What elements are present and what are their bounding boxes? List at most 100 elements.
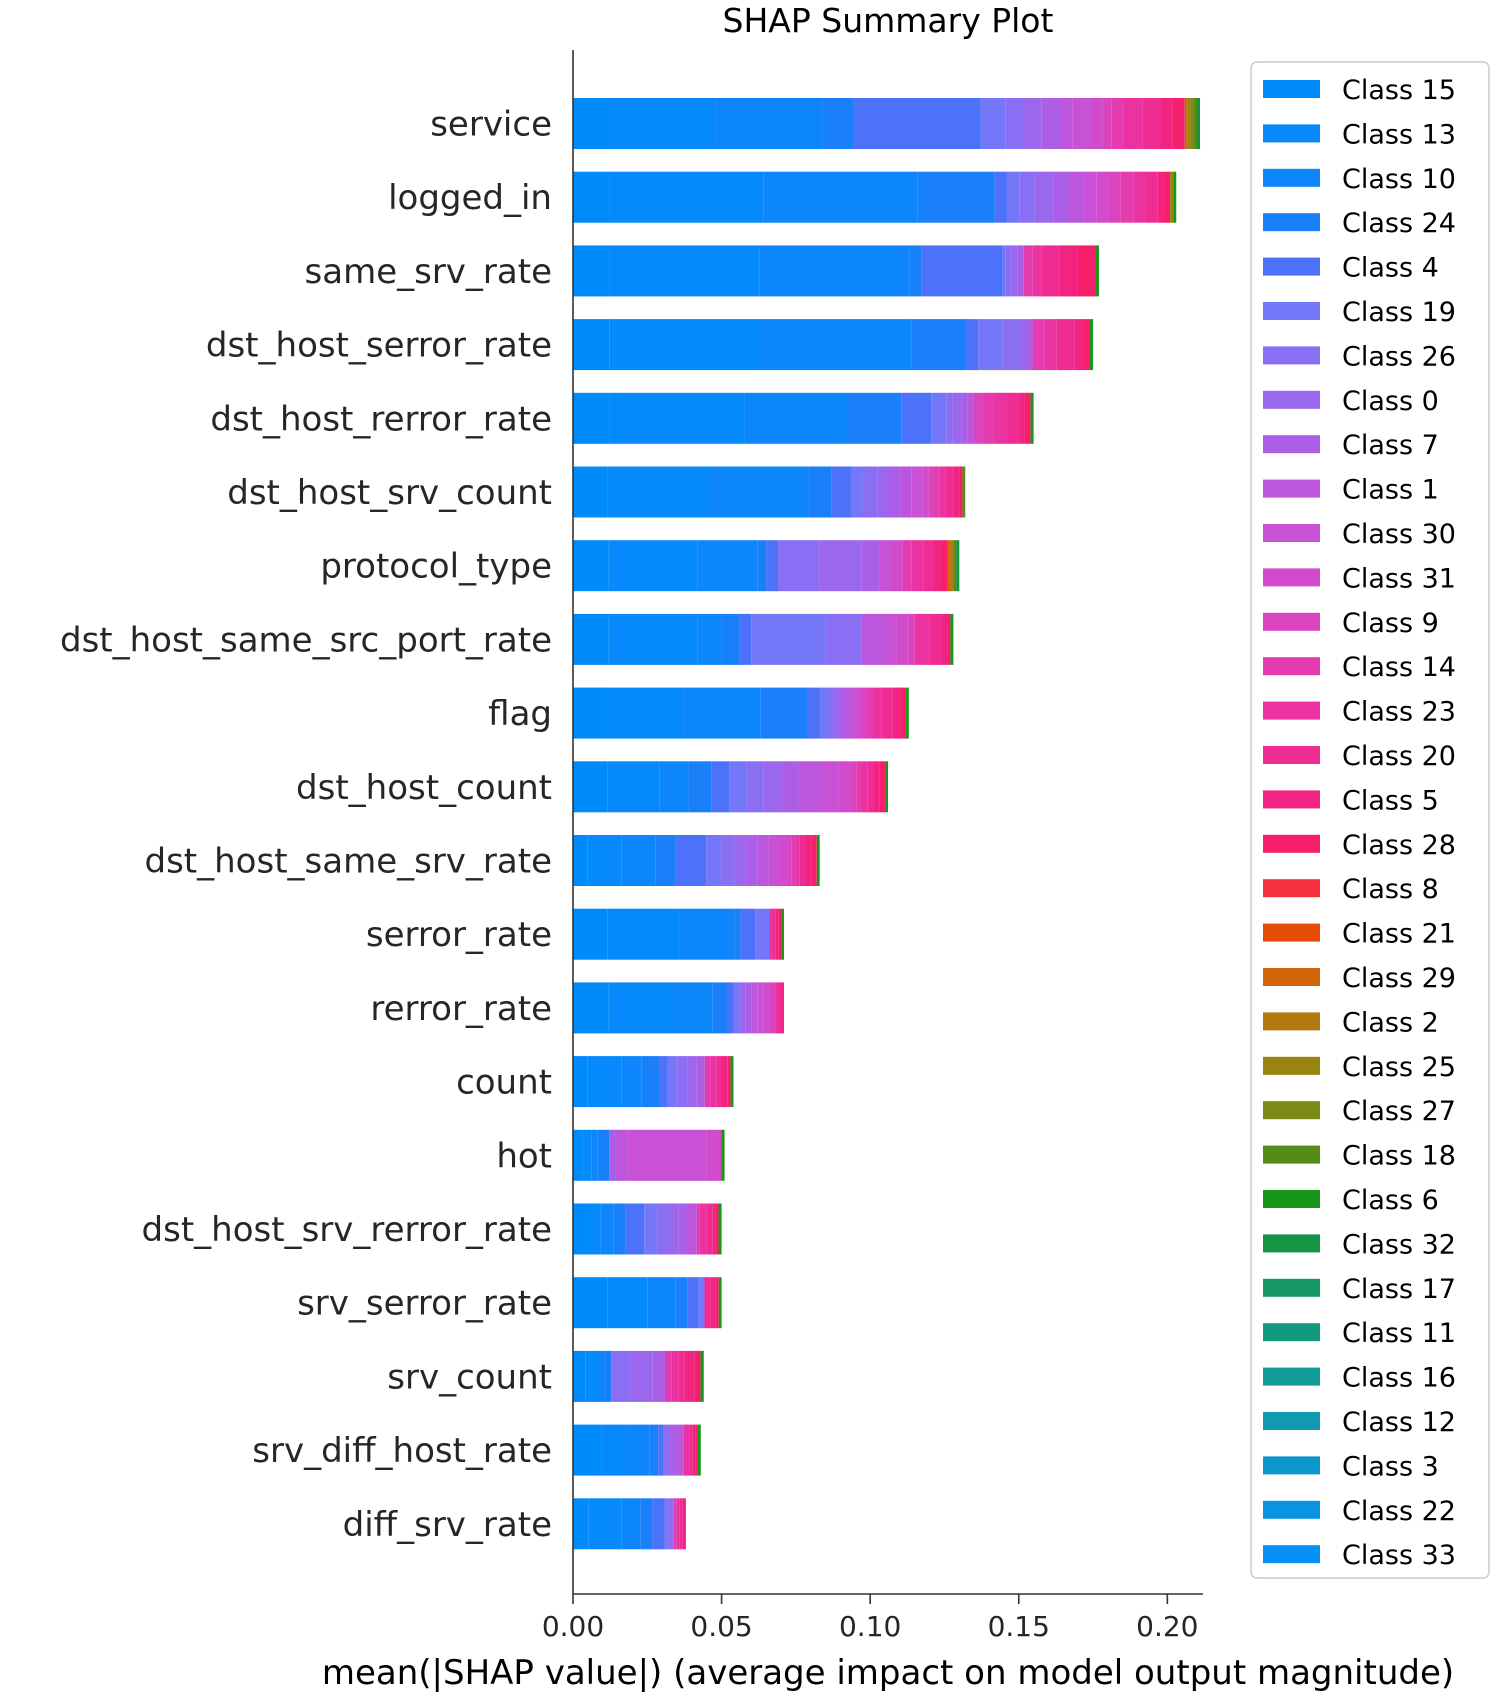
bar-row-dst_host_same_src_port_rate <box>573 613 954 665</box>
bar-segment <box>573 1424 602 1476</box>
bar-segment <box>769 982 776 1034</box>
bar-segment <box>1102 98 1112 149</box>
bar-segment <box>879 761 886 813</box>
bar-segment <box>585 1350 599 1402</box>
legend-swatch <box>1263 1101 1320 1120</box>
feature-label: flag <box>488 694 552 734</box>
bar-segment <box>982 392 995 444</box>
bar-segment <box>573 1350 586 1402</box>
legend-entry: Class 20 <box>1342 741 1456 772</box>
bar-segment <box>573 1203 589 1255</box>
bar-segment <box>667 1056 677 1108</box>
bar-segment <box>929 613 942 665</box>
bar-segment <box>607 908 680 960</box>
bar-segment <box>652 1350 666 1402</box>
bar-segment <box>953 466 960 518</box>
bar-segment <box>947 540 951 592</box>
bar-segment <box>1074 319 1084 371</box>
bar-segment <box>811 835 817 886</box>
bar-row-rerror_rate <box>573 982 784 1034</box>
bar-segment <box>1044 319 1057 371</box>
bar-row-logged_in <box>573 171 1177 223</box>
bar-segment <box>806 687 821 739</box>
bar-segment <box>609 171 764 223</box>
bar-segment <box>911 319 967 371</box>
bar-segment <box>739 613 752 665</box>
bar-segment <box>609 392 745 444</box>
legend-box <box>1250 61 1490 1579</box>
bar-segment <box>931 392 947 444</box>
bar-segment <box>1123 98 1143 149</box>
bar-segment <box>839 687 846 739</box>
bar-segment <box>757 982 764 1034</box>
bar-segment <box>573 613 609 665</box>
bar-segment <box>615 1129 628 1181</box>
legend-swatch <box>1263 1323 1320 1342</box>
bar-segment <box>730 1056 734 1108</box>
legend-swatch <box>1263 390 1320 409</box>
bar-segment <box>715 1203 719 1255</box>
bar-row-dst_host_srv_rerror_rate <box>573 1203 722 1255</box>
bar-segment <box>625 1203 645 1255</box>
bar-row-hot <box>573 1129 725 1181</box>
bar-segment <box>1059 245 1078 297</box>
legend-swatch <box>1263 657 1320 676</box>
bar-segment <box>716 1056 723 1108</box>
bar-segment <box>729 761 747 813</box>
legend-entry: Class 29 <box>1342 963 1456 994</box>
bar-segment <box>718 1203 722 1255</box>
bar-segment <box>899 466 912 518</box>
bar-segment <box>956 540 960 592</box>
bar-segment <box>591 1129 598 1181</box>
bar-segment <box>1002 319 1021 371</box>
bar-segment <box>1030 392 1034 444</box>
bar-segment <box>1111 98 1124 149</box>
legend-swatch <box>1263 612 1320 631</box>
bar-segment <box>831 466 852 518</box>
bar-segment <box>779 835 789 886</box>
bar-segment <box>1041 245 1060 297</box>
legend-swatch <box>1263 1456 1320 1475</box>
bar-segment <box>649 1424 659 1476</box>
bar-segment <box>687 1203 697 1255</box>
feature-label: logged_in <box>388 178 552 218</box>
bar-segment <box>588 1498 622 1550</box>
bar-segment <box>945 466 954 518</box>
bar-segment <box>675 835 707 886</box>
legend-swatch <box>1263 1367 1320 1386</box>
bar-segment <box>1090 319 1094 371</box>
legend-entry: Class 30 <box>1342 519 1456 550</box>
x-tick-label: 0.00 <box>542 1610 604 1643</box>
bar-segment <box>647 1277 676 1329</box>
feature-label: dst_host_same_srv_rate <box>145 842 553 882</box>
bar-segment <box>696 1203 700 1255</box>
legend-swatch <box>1263 257 1320 276</box>
bar-segment <box>709 466 809 518</box>
bar-row-diff_srv_rate <box>573 1498 686 1550</box>
bar-segment <box>608 982 675 1034</box>
bar-segment <box>781 982 784 1034</box>
legend-entry: Class 17 <box>1342 1274 1456 1305</box>
bar-segment <box>1187 98 1191 149</box>
bar-segment <box>676 1056 688 1108</box>
bar-segment <box>781 908 784 960</box>
bar-segment <box>659 761 689 813</box>
bar-segment <box>917 171 995 223</box>
feature-label: protocol_type <box>320 547 552 587</box>
bar-segment <box>766 540 779 592</box>
bar-segment <box>768 835 780 886</box>
bar-segment <box>716 98 823 149</box>
bar-segment <box>1002 245 1006 297</box>
legend-swatch <box>1263 1278 1320 1297</box>
bar-segment <box>641 1056 659 1108</box>
legend-entry: Class 28 <box>1342 830 1456 861</box>
bar-segment <box>873 687 882 739</box>
feature-label: dst_host_rerror_rate <box>210 399 552 439</box>
legend-entry: Class 22 <box>1342 1496 1456 1527</box>
feature-labels: service logged_in same_srv_rate dst_host_se… <box>60 105 552 1545</box>
legend-swatch <box>1263 1545 1320 1564</box>
bar-segment <box>1068 171 1084 223</box>
bar-segment <box>573 245 610 297</box>
feature-label: count <box>456 1063 552 1103</box>
bar-segment <box>720 835 735 886</box>
